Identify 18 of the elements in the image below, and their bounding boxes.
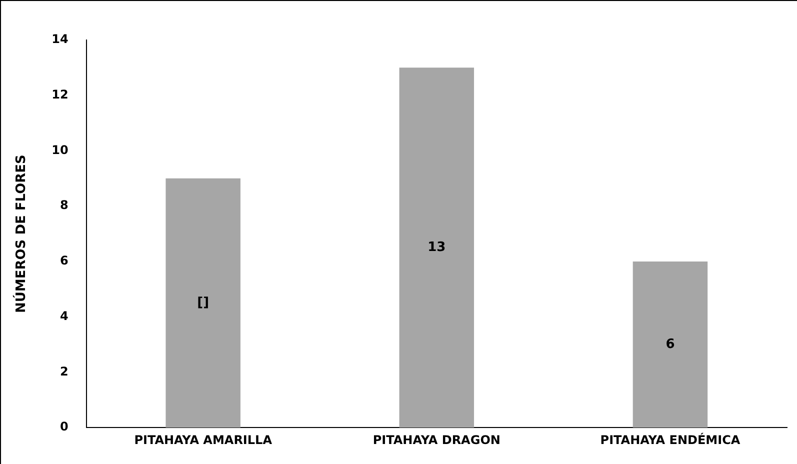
bar (166, 178, 240, 428)
bar (399, 68, 474, 428)
y-tick-label: 4 (60, 308, 68, 323)
data-label: 13 (428, 240, 446, 256)
x-tick-label: PITAHAYA ENDÉMICA (600, 432, 741, 447)
y-tick-label: 6 (60, 254, 68, 268)
y-tick-label: 2 (60, 364, 68, 378)
data-label: [] (197, 295, 210, 310)
y-axis-title: NÚMEROS DE FLORES (12, 154, 30, 314)
y-tick-label: 8 (60, 198, 68, 212)
x-tick-label: PITAHAYA AMARILLA (134, 432, 273, 447)
y-tick-label: 12 (52, 87, 68, 102)
y-tick-label: 0 (60, 420, 68, 434)
x-tick-label: PITAHAYA DRAGON (372, 432, 500, 447)
bar (632, 261, 708, 428)
y-tick-label: 14 (52, 32, 68, 46)
data-label: 6 (666, 336, 675, 352)
y-tick-label: 10 (52, 142, 68, 157)
